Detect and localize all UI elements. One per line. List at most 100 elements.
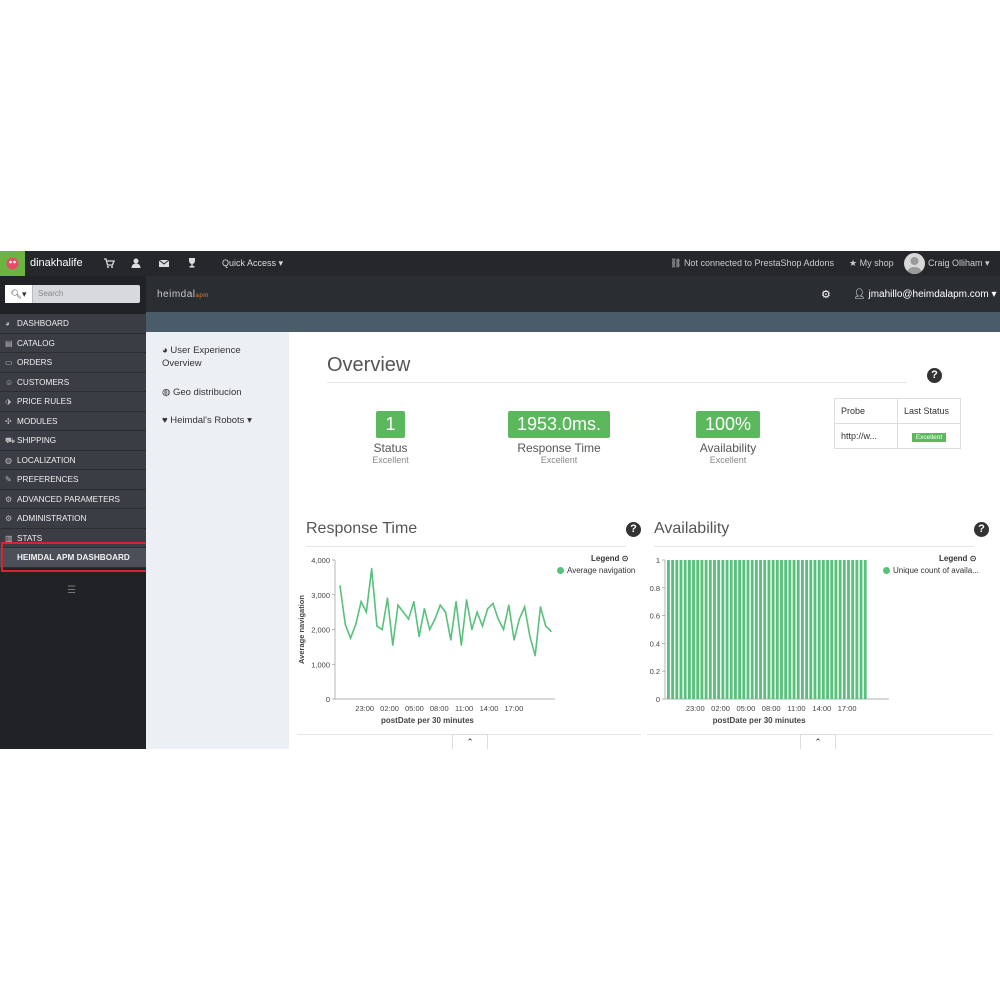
sidebar-item-heimdal-apm-dashboard[interactable]: HEIMDAL APM DASHBOARD (0, 548, 146, 568)
x-tick-label: 08:00 (762, 704, 781, 713)
availability-bar (838, 560, 842, 699)
quick-access-dropdown[interactable]: Quick Access ▾ (222, 258, 284, 268)
dashboard-icon: ◕ (5, 319, 10, 328)
availability-bar (704, 560, 708, 699)
sidebar-item-administration[interactable]: ⚙ ADMINISTRATION (0, 509, 146, 529)
availability-bar (742, 560, 746, 699)
kpi-label: Response Time (517, 441, 601, 455)
help-icon[interactable]: ? (626, 522, 641, 537)
availability-bar (754, 560, 758, 699)
data-point (434, 618, 436, 620)
addons-status-text: Not connected to PrestaShop Addons (683, 258, 835, 268)
sidebar-item-catalog[interactable]: ▤ CATALOG (0, 333, 146, 353)
data-point (355, 623, 357, 626)
y-tick-label: 0.6 (650, 612, 660, 621)
prestashop-logo-icon[interactable] (0, 251, 25, 276)
subnav-label: Heimdal's Robots ▾ (170, 415, 252, 426)
heimdal-logo[interactable]: heimdalapm (157, 289, 209, 300)
legend-label: Unique count of availa... (893, 566, 979, 575)
y-tick-label: 1,000 (311, 660, 330, 669)
response-time-chart: 4,000 3,000 2,000 1,000 0 23:00 02:00 05:00 08:0… (297, 556, 555, 725)
help-icon[interactable]: ? (927, 368, 942, 383)
sidebar-item-price-rules[interactable]: ⬗ PRICE RULES (0, 392, 146, 412)
data-point (534, 654, 536, 657)
sidebar-item-modules[interactable]: ✣ MODULES (0, 411, 146, 431)
my-shop-link[interactable]: ★ My shop (849, 258, 894, 269)
envelope-icon[interactable] (158, 257, 170, 269)
legend-item[interactable]: Unique count of availa... (883, 566, 979, 575)
user-menu-dropdown[interactable]: Craig Olliham ▾ (928, 258, 990, 268)
account-email: jmahillo@heimdalapm.com ▾ (868, 289, 997, 300)
kpi-sub: Excellent (372, 455, 409, 465)
expand-chart-button[interactable]: ⌃ (800, 734, 836, 749)
legend-toggle-icon[interactable]: ⊙ (969, 554, 977, 563)
probe-url[interactable]: http://w... (834, 423, 898, 449)
kpi-label: Status (373, 441, 408, 455)
availability-bar (859, 560, 863, 699)
availability-bar (805, 560, 809, 699)
divider (327, 382, 907, 383)
availability-bar (750, 560, 754, 699)
kpi-label: Availability (699, 441, 757, 455)
account-dropdown[interactable]: 👤︎ jmahillo@heimdalapm.com ▾ (853, 289, 996, 300)
y-tick-label: 0 (326, 695, 330, 704)
header-subbar (146, 312, 1000, 332)
sidebar-item-localization[interactable]: ◍ LOCALIZATION (0, 450, 146, 470)
sidebar-item-preferences[interactable]: ✎ PREFERENCES (0, 470, 146, 490)
data-point (508, 604, 510, 606)
data-point (344, 623, 347, 626)
subnav-ux-overview[interactable]: ◕ User Experience Overview (162, 344, 272, 370)
cart-icon[interactable] (103, 257, 115, 269)
data-point (444, 611, 447, 613)
subnav-label: User Experience Overview (162, 345, 241, 369)
x-axis-label: postDate per 30 minutes (381, 716, 474, 725)
availability-bar (667, 560, 670, 699)
data-point (486, 607, 489, 610)
user-icon: 👤︎ (853, 289, 869, 300)
module-subnav: ◕ User Experience Overview ◍ Geo distrib… (146, 332, 289, 749)
subnav-geo[interactable]: ◍ Geo distribucion (162, 386, 242, 399)
sidebar-item-label: STATS (17, 533, 43, 543)
top-navbar: dinakhalife Quick Access ▾ ⛓ Not connect… (0, 251, 1000, 276)
expand-chart-button[interactable]: ⌃ (452, 734, 488, 749)
x-tick-label: 05:00 (405, 704, 424, 713)
addons-connection-link[interactable]: ⛓ Not connected to PrestaShop Addons (670, 258, 834, 269)
data-point (339, 585, 341, 587)
subnav-label: Geo distribucion (172, 387, 242, 398)
cogs-icon: ⚙ (5, 494, 13, 504)
sidebar-item-label: DASHBOARD (17, 319, 69, 328)
sidebar-item-dashboard[interactable]: ◕ DASHBOARD (0, 314, 146, 334)
sidebar-item-customers[interactable]: ☺ CUSTOMERS (0, 372, 146, 392)
sidebar-item-label: ORDERS (17, 358, 53, 367)
data-point (370, 567, 373, 570)
availability-bar (683, 560, 687, 699)
gear-icon[interactable]: ⚙ (821, 289, 831, 301)
data-point (439, 604, 442, 606)
sidebar-item-label: MODULES (17, 416, 58, 426)
kpi-value: 1953.0ms. (507, 411, 611, 438)
sidebar-item-shipping[interactable]: ⛟ SHIPPING (0, 431, 146, 451)
sidebar-item-advanced-parameters[interactable]: ⚙ ADVANCED PARAMETERS (0, 489, 146, 509)
x-tick-label: 17:00 (504, 704, 523, 713)
sidebar-item-label: CATALOG (17, 338, 55, 348)
legend-item[interactable]: Average navigation (557, 566, 635, 575)
sidebar-item-orders[interactable]: ▭ ORDERS (0, 353, 146, 373)
menu-collapse-icon[interactable]: ☰ (67, 585, 76, 596)
trophy-icon[interactable] (186, 257, 198, 269)
sidebar-menu: ◕ DASHBOARD ▤ CATALOG ▭ ORDERS ☺ CUSTOMERS ⬗ PRIC… (0, 314, 146, 568)
subnav-robots[interactable]: ♥ Heimdal's Robots ▾ (162, 414, 252, 427)
legend-toggle-icon[interactable]: ⊙ (621, 554, 629, 563)
help-icon[interactable]: ? (974, 522, 989, 537)
column-header: Probe (834, 398, 898, 424)
data-point (402, 611, 405, 613)
shop-name-link[interactable]: dinakhalife (30, 257, 83, 269)
search-scope-button[interactable]: 🔍︎▾ (5, 285, 33, 303)
avatar[interactable] (904, 253, 925, 274)
kpi-availability: 100% Availability Excellent (683, 411, 773, 465)
cog-icon: ⚙ (5, 514, 13, 523)
data-point (539, 606, 542, 608)
user-icon[interactable] (130, 257, 142, 269)
book-icon: ▤ (5, 338, 13, 348)
search-input[interactable]: Search (38, 289, 64, 298)
sidebar-item-label: SHIPPING (17, 436, 57, 445)
